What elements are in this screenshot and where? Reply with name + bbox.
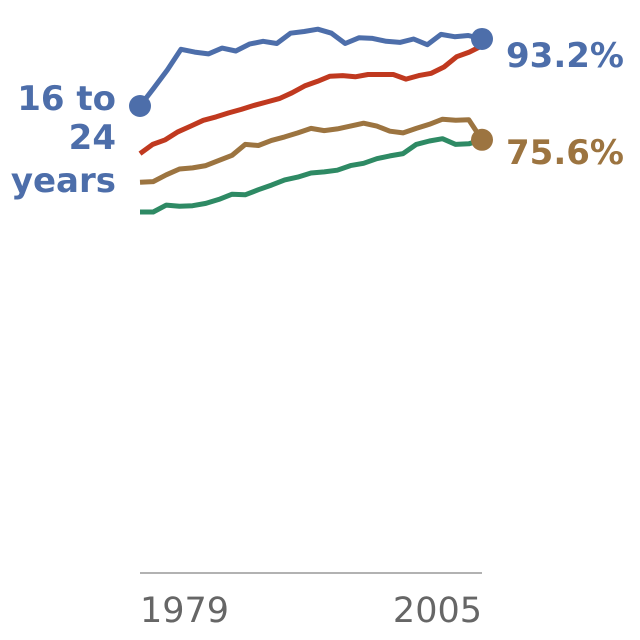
x-tick-label-2005: 2005	[393, 591, 482, 631]
end-label-16-to-24: 93.2%	[506, 36, 624, 76]
series-line-3	[140, 136, 483, 215]
start-label-line-1: 16 to	[17, 79, 116, 119]
start-point-0	[129, 95, 151, 118]
end-point-0	[471, 27, 493, 50]
series-line-0	[138, 26, 483, 108]
series-line-1	[138, 43, 484, 156]
end-point-2	[471, 128, 493, 151]
series-line-2	[139, 116, 485, 185]
end-value-labels: 93.2% 75.6%	[506, 36, 624, 173]
start-series-label: 16 to 24 years	[11, 79, 116, 201]
series-lines	[138, 26, 485, 215]
end-label-brown-series: 75.6%	[506, 133, 624, 173]
x-tick-label-1979: 1979	[140, 591, 229, 631]
start-label-line-3: years	[11, 161, 116, 201]
start-label-line-2: 24	[69, 118, 116, 158]
series-endpoints	[129, 27, 493, 151]
